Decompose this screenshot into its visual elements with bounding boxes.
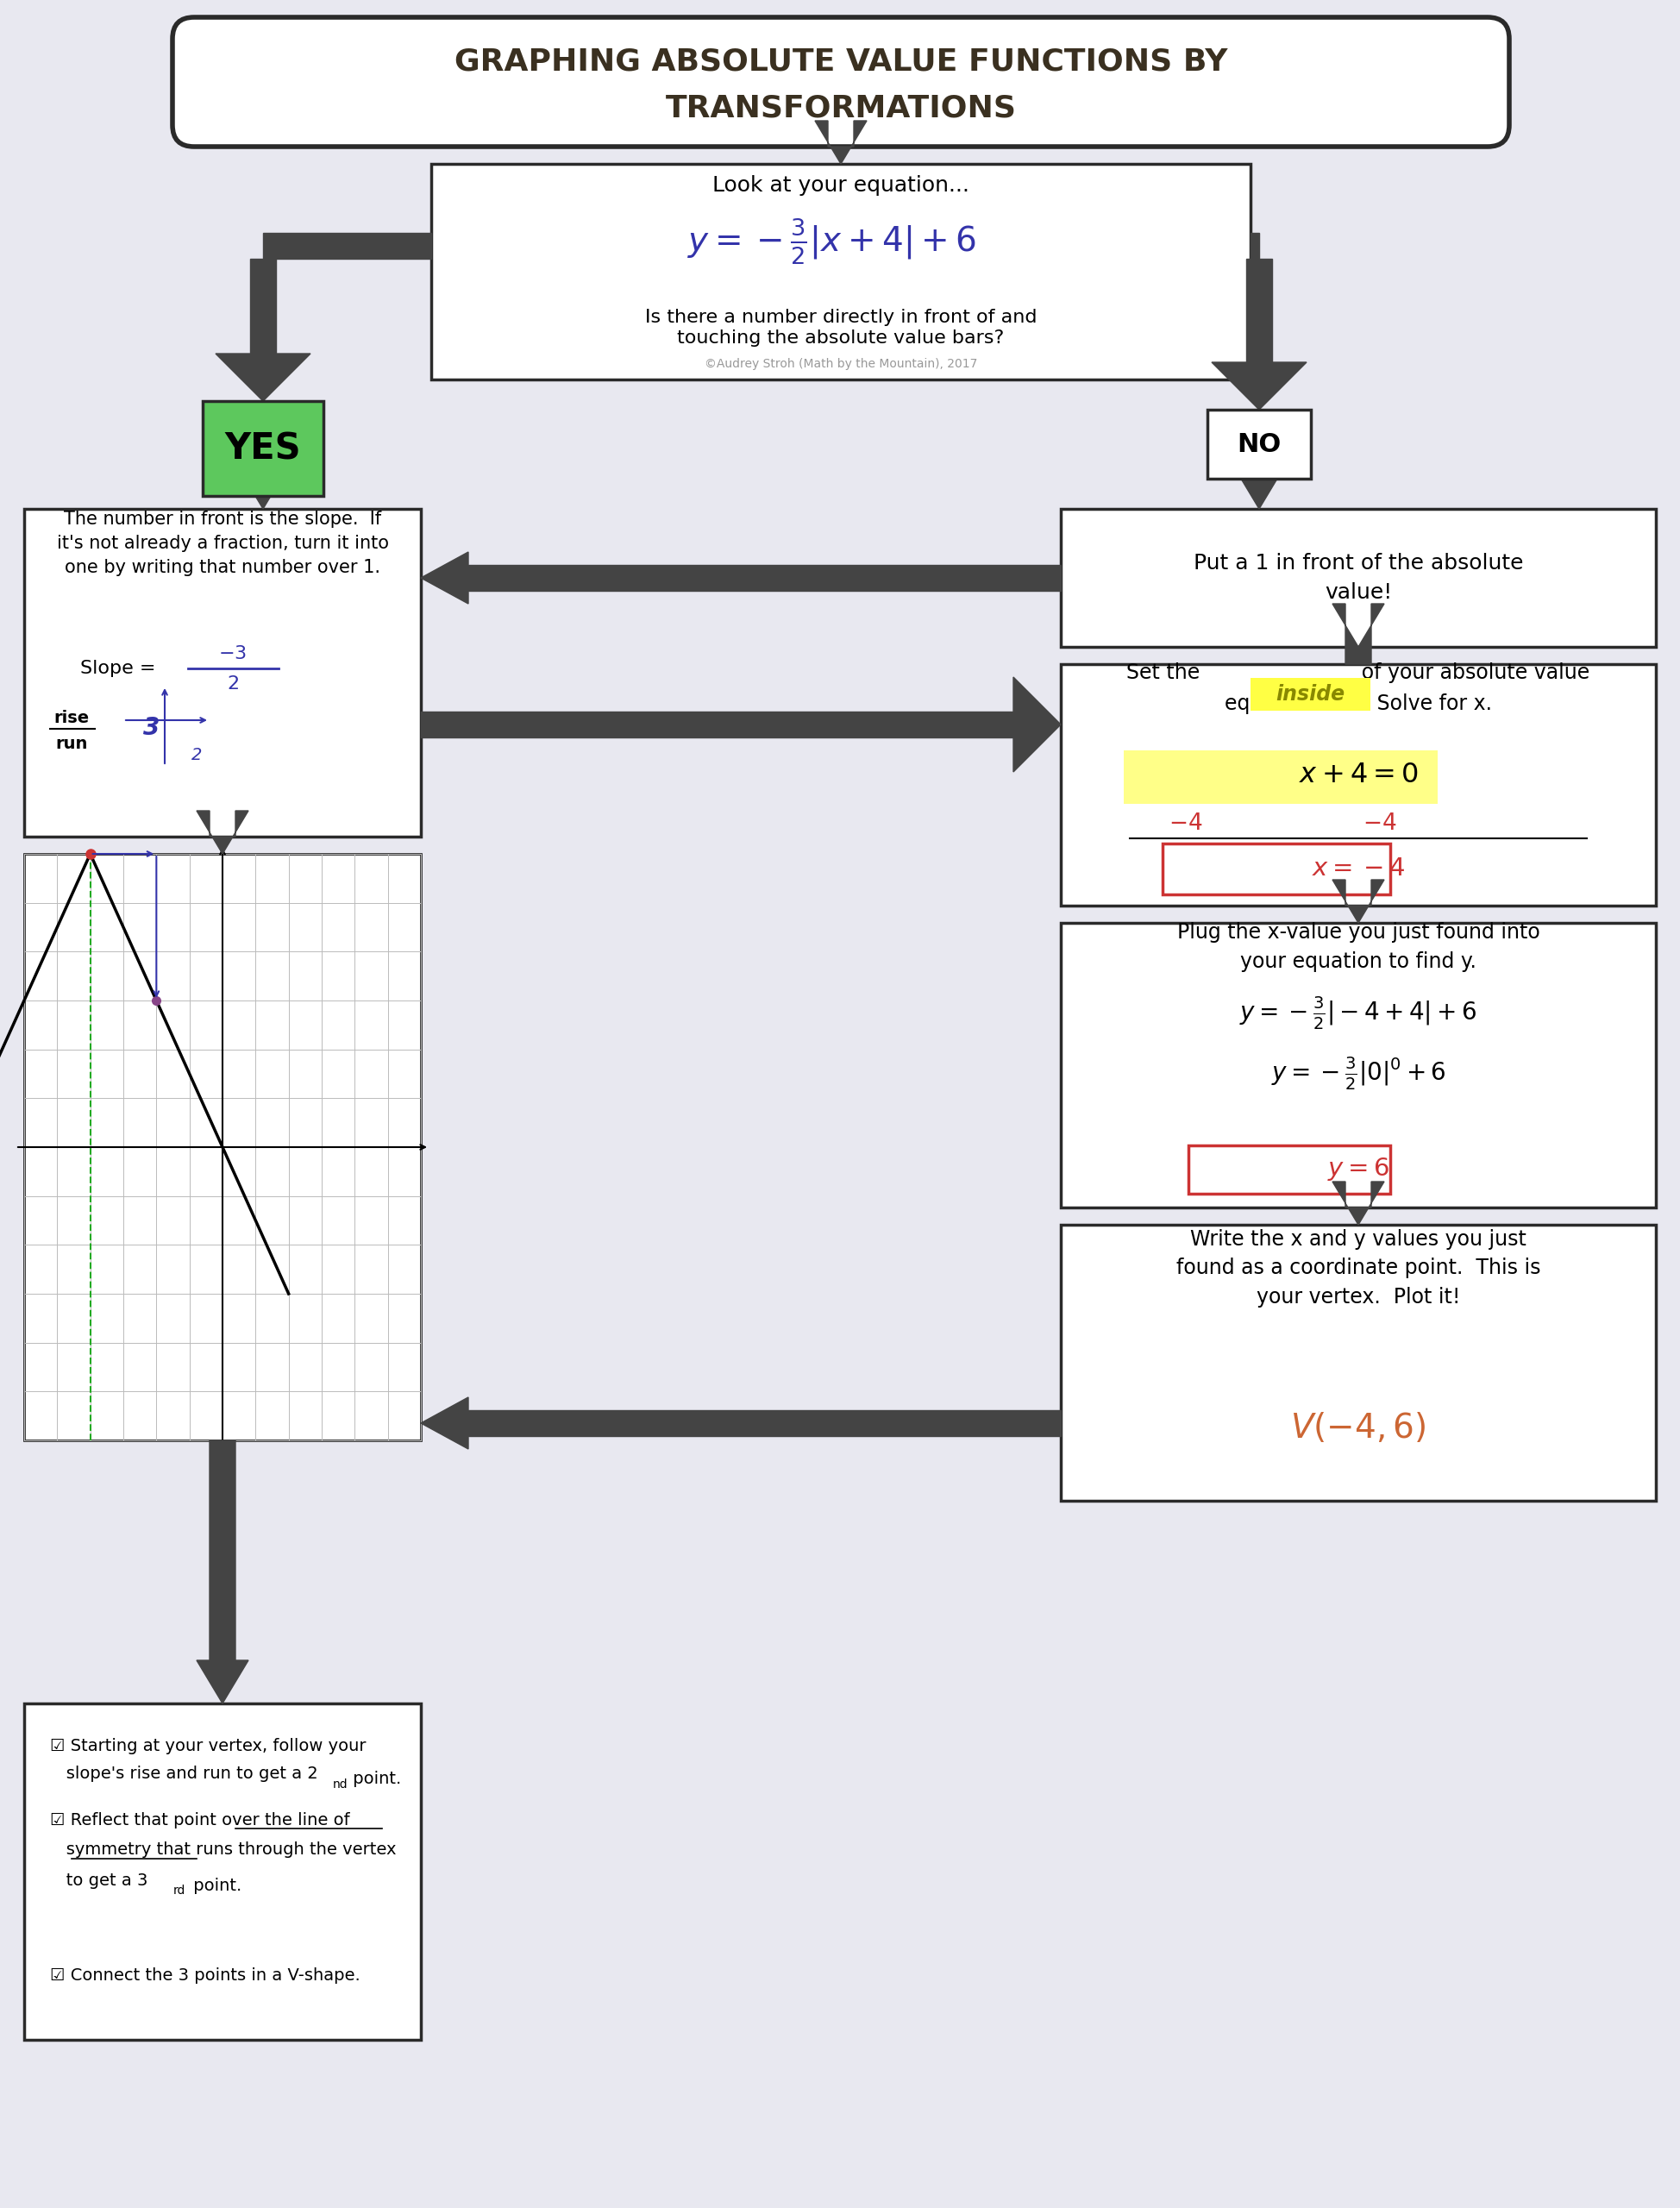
FancyBboxPatch shape	[1060, 665, 1656, 905]
Text: $y = -\frac{3}{2}|0|^0 + 6$: $y = -\frac{3}{2}|0|^0 + 6$	[1270, 1055, 1446, 1093]
Polygon shape	[264, 232, 432, 258]
Polygon shape	[197, 810, 249, 854]
Polygon shape	[469, 1411, 1060, 1435]
Polygon shape	[250, 258, 276, 353]
Text: slope's rise and run to get a 2: slope's rise and run to get a 2	[50, 1766, 318, 1782]
Polygon shape	[422, 711, 1013, 737]
Text: Slope =: Slope =	[81, 660, 156, 678]
Text: Write the x and y values you just
found as a coordinate point.  This is
your ver: Write the x and y values you just found …	[1176, 1228, 1541, 1307]
Text: GRAPHING ABSOLUTE VALUE FUNCTIONS BY: GRAPHING ABSOLUTE VALUE FUNCTIONS BY	[454, 46, 1228, 75]
Text: 2: 2	[192, 746, 202, 764]
Text: $y = -\frac{3}{2}|-4+4|+6$: $y = -\frac{3}{2}|-4+4|+6$	[1240, 996, 1477, 1031]
Text: run: run	[55, 735, 87, 751]
Text: $y = -\frac{3}{2}|x+4|+6$: $y = -\frac{3}{2}|x+4|+6$	[687, 216, 976, 267]
Text: nd: nd	[333, 1777, 348, 1791]
Text: $-3$: $-3$	[218, 645, 247, 662]
Text: rd: rd	[173, 1886, 186, 1897]
Polygon shape	[1332, 603, 1384, 665]
Polygon shape	[215, 353, 311, 402]
Polygon shape	[469, 565, 1060, 592]
Text: symmetry that runs through the vertex: symmetry that runs through the vertex	[50, 1841, 396, 1859]
Text: Put a 1 in front of the absolute
value!: Put a 1 in front of the absolute value!	[1193, 552, 1524, 603]
Text: rise: rise	[54, 709, 89, 726]
Text: TRANSFORMATIONS: TRANSFORMATIONS	[665, 93, 1016, 121]
Text: $-4$: $-4$	[1362, 813, 1396, 835]
Text: Plug the x-value you just found into
your equation to find y.: Plug the x-value you just found into you…	[1178, 923, 1541, 972]
Text: YES: YES	[225, 431, 301, 466]
Polygon shape	[1013, 678, 1060, 773]
Text: ☑ Reflect that point over the line of: ☑ Reflect that point over the line of	[50, 1813, 349, 1828]
Text: $y = 6$: $y = 6$	[1327, 1155, 1389, 1181]
Polygon shape	[422, 1398, 469, 1448]
Polygon shape	[1332, 1181, 1384, 1225]
Text: 3: 3	[143, 715, 160, 740]
FancyBboxPatch shape	[1250, 678, 1371, 711]
Text: ☑ Connect the 3 points in a V-shape.: ☑ Connect the 3 points in a V-shape.	[50, 1967, 360, 1983]
Text: $x = -4$: $x = -4$	[1312, 857, 1404, 881]
Polygon shape	[197, 1440, 249, 1702]
Text: $x + 4 = 0$: $x + 4 = 0$	[1299, 762, 1418, 788]
Text: Is there a number directly in front of and
touching the absolute value bars?: Is there a number directly in front of a…	[645, 309, 1037, 347]
Text: ©Audrey Stroh (Math by the Mountain), 2017: ©Audrey Stroh (Math by the Mountain), 20…	[704, 358, 978, 371]
FancyBboxPatch shape	[173, 18, 1509, 146]
FancyBboxPatch shape	[1060, 923, 1656, 1208]
Text: inside: inside	[1275, 684, 1344, 704]
Text: The number in front is the slope.  If
it's not already a fraction, turn it into
: The number in front is the slope. If it'…	[57, 510, 388, 576]
FancyBboxPatch shape	[432, 163, 1250, 380]
Text: Look at your equation...: Look at your equation...	[712, 174, 969, 197]
FancyBboxPatch shape	[203, 402, 324, 497]
FancyBboxPatch shape	[1060, 1225, 1656, 1501]
Polygon shape	[1332, 879, 1384, 923]
Text: point.: point.	[188, 1877, 242, 1894]
Text: ☑ Starting at your vertex, follow your: ☑ Starting at your vertex, follow your	[50, 1738, 366, 1755]
FancyBboxPatch shape	[24, 508, 422, 837]
Text: Set the                         of your absolute value
equal to zero.  Solve for: Set the of your absolute value equal to …	[1127, 662, 1589, 713]
Text: to get a 3: to get a 3	[50, 1872, 148, 1888]
Polygon shape	[422, 552, 469, 603]
Polygon shape	[1233, 466, 1285, 508]
Polygon shape	[1211, 362, 1307, 411]
FancyBboxPatch shape	[1163, 843, 1391, 894]
Polygon shape	[237, 466, 289, 508]
Text: $2$: $2$	[227, 676, 239, 693]
FancyBboxPatch shape	[24, 1702, 422, 2040]
FancyBboxPatch shape	[1188, 1146, 1391, 1195]
Polygon shape	[815, 121, 867, 163]
Polygon shape	[1250, 232, 1258, 258]
Text: point.: point.	[348, 1771, 402, 1788]
FancyBboxPatch shape	[1060, 508, 1656, 647]
FancyBboxPatch shape	[1124, 751, 1438, 804]
Text: NO: NO	[1236, 433, 1282, 457]
Text: $V(-4, 6)$: $V(-4, 6)$	[1290, 1411, 1426, 1444]
FancyBboxPatch shape	[1208, 411, 1310, 479]
Polygon shape	[1247, 258, 1272, 362]
FancyBboxPatch shape	[24, 854, 422, 1440]
Text: $-4$: $-4$	[1169, 813, 1203, 835]
